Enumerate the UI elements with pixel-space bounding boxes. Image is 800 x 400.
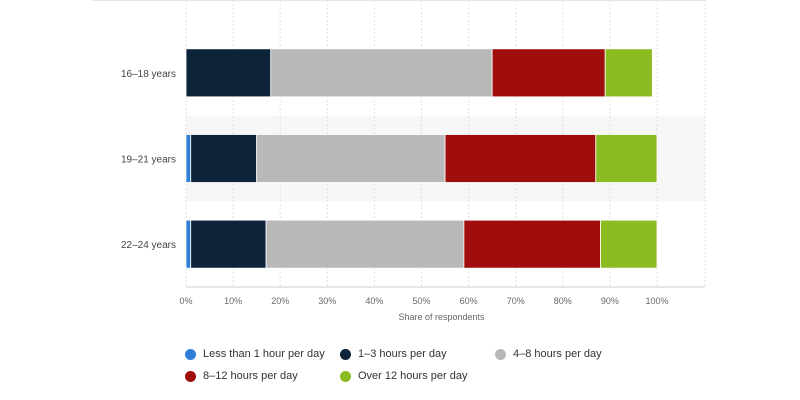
bar-segment[interactable]: [185, 219, 192, 269]
x-tick-label: 20%: [271, 296, 289, 306]
bar-segment[interactable]: [491, 48, 606, 98]
y-axis-categories: 16–18 years 19–21 years 22–24 years: [121, 69, 176, 251]
gridlines: [92, 0, 706, 288]
x-tick-label: 10%: [224, 296, 242, 306]
category-label: 16–18 years: [121, 69, 176, 80]
bar-segment[interactable]: [270, 48, 493, 98]
category-label: 19–21 years: [121, 155, 176, 166]
legend-label: Over 12 hours per day: [358, 370, 468, 382]
legend-item[interactable]: Over 12 hours per day: [340, 369, 495, 383]
x-axis-title: Share of respondents: [398, 312, 485, 322]
legend-marker: [495, 348, 506, 360]
legend-item[interactable]: 1–3 hours per day: [340, 347, 495, 361]
bar-segment[interactable]: [265, 219, 465, 269]
bar-segment[interactable]: [463, 219, 601, 269]
x-tick-label: 70%: [507, 296, 525, 306]
legend-marker: [185, 348, 196, 360]
x-tick-label: 30%: [318, 296, 336, 306]
legend-label: Less than 1 hour per day: [203, 348, 325, 360]
bar-segment[interactable]: [444, 134, 597, 183]
bar-segment[interactable]: [256, 134, 446, 183]
x-tick-label: 100%: [645, 296, 668, 306]
legend-marker: [185, 370, 196, 382]
bar-segment[interactable]: [185, 134, 192, 183]
legend-label: 4–8 hours per day: [513, 348, 602, 360]
x-tick-label: 50%: [412, 296, 430, 306]
legend-marker: [340, 348, 351, 360]
legend-label: 8–12 hours per day: [203, 370, 298, 382]
x-tick-label: 0%: [179, 296, 192, 306]
legend-label: 1–3 hours per day: [358, 348, 447, 360]
legend-item[interactable]: 4–8 hours per day: [495, 347, 602, 361]
bar-segment[interactable]: [190, 134, 258, 183]
x-tick-label: 80%: [554, 296, 572, 306]
legend-item[interactable]: Less than 1 hour per day: [185, 347, 340, 361]
x-tick-label: 40%: [365, 296, 383, 306]
x-axis-ticks: 0% 10% 20% 30% 40% 50% 60% 70% 80% 90% 100%: [179, 296, 668, 306]
bar-segment[interactable]: [595, 134, 658, 183]
bars: [185, 48, 658, 269]
x-tick-label: 60%: [460, 296, 478, 306]
legend: Less than 1 hour per day 1–3 hours per da…: [185, 347, 602, 383]
bar-segment[interactable]: [604, 48, 653, 98]
legend-marker: [340, 370, 351, 382]
bar-segment[interactable]: [600, 219, 658, 269]
x-tick-label: 90%: [601, 296, 619, 306]
category-label: 22–24 years: [121, 240, 176, 251]
legend-item[interactable]: 8–12 hours per day: [185, 369, 340, 383]
bar-segment[interactable]: [190, 219, 267, 269]
bar-segment[interactable]: [185, 48, 272, 98]
